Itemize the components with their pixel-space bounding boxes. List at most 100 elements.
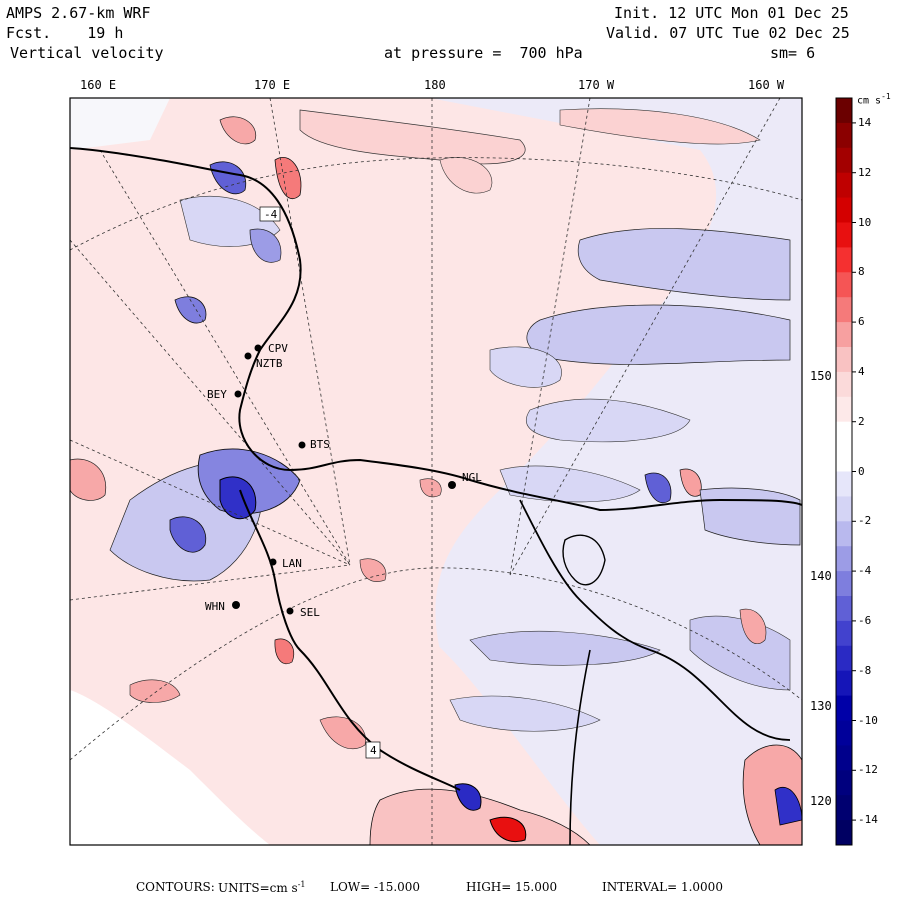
colorbar-segment [836,122,852,149]
colorbar-tick-label: 2 [858,414,865,428]
colorbar-segment [836,496,852,522]
blue-core [454,783,482,811]
pink-blob [359,558,387,582]
pink-blob [219,116,257,145]
colorbar-units-text: cm s [857,95,882,107]
colorbar-tick-label: 8 [858,265,865,279]
colorbar-segment [836,571,852,597]
footer-high: HIGH= 15.000 [466,880,558,894]
map-frame [69,97,803,846]
smoothing: sm= 6 [770,44,816,62]
pink-blob [739,608,767,645]
map-field: CPV NZTB BEY BTS NGL LAN WHN SEL -4 4 [70,98,802,845]
lon-label: 160 E [80,78,117,92]
blue-core [249,228,282,263]
colorbar-tick-label: 6 [858,315,865,329]
colorbar-frame [835,97,853,846]
colorbar-segment [836,695,852,721]
colorbar-segment [836,172,852,199]
colorbar-segment [836,396,852,423]
red-core [489,816,527,843]
station-marker [298,441,306,449]
colorbar-segment [836,770,852,796]
pink-streak [559,108,761,145]
colorbar-segment [836,521,852,547]
level-label: at pressure = [384,44,502,62]
blue-core [209,161,247,195]
ice-shelf-edge [519,499,791,741]
coastline [70,147,802,512]
contour-label-box [259,206,281,222]
colorbar-tick-label: -8 [858,663,872,677]
colorbar-tick-label: 0 [858,464,865,478]
station-marker [269,558,277,566]
blue-core [774,787,802,826]
blue-band [469,631,661,666]
colorbar [836,98,856,846]
colorbar-tick-label: -14 [858,813,878,827]
station-label: WHN [205,600,225,613]
white-region-top [70,98,170,150]
pink-region [300,560,600,845]
pink-blob [70,458,107,501]
station-label: BEY [207,388,227,401]
white-region [70,690,270,845]
colorbar-segment [836,322,852,348]
station-label: SEL [300,606,320,619]
fcst-value: 19 h [87,24,124,42]
coastline [239,489,461,791]
station-label: NGL [462,471,482,484]
footer-low: LOW= -15.000 [330,880,421,894]
colorbar-segment [836,670,852,697]
colorbar-units: cm s-1 [857,92,891,106]
blue-core [169,516,207,553]
footer-units: UNITS=cm s-1 [218,880,306,895]
blue-core [644,472,672,504]
pink-streak [299,109,526,165]
blue-core [174,296,207,324]
colorbar-segment [836,98,852,124]
blue-band [499,465,641,503]
colorbar-segment [836,471,852,497]
station-label: BTS [310,438,330,451]
colorbar-segment [836,197,852,223]
colorbar-segment [836,247,852,273]
level-value: 700 hPa [519,44,583,62]
station-marker [234,390,242,398]
colorbar-tick-label: -10 [858,713,878,727]
lon-label: 180 [424,78,446,92]
colorbar-tick-label: -4 [858,564,872,578]
station-marker [244,352,252,360]
colorbar-segment [836,745,852,771]
contour-label: 4 [370,744,377,757]
blue-band [489,346,562,388]
blue-band [526,304,791,365]
colorbar-segment [836,820,852,846]
colorbar-segment [836,147,852,174]
field-name: Vertical velocity [10,44,164,62]
ice-shelf-edge [569,649,591,845]
model-title: AMPS 2.67-km WRF [6,4,151,22]
station-label: CPV [268,342,288,355]
blue-band [577,228,791,301]
pressure-level: at pressure = 700 hPa [384,44,583,62]
colorbar-tick-label: -2 [858,514,872,528]
pink-blob [419,478,442,498]
station-label: NZTB [256,357,283,370]
station-marker [448,481,456,489]
footer-interval: INTERVAL= 1.0000 [602,880,723,894]
colorbar-segment [836,421,852,448]
colorbar-tick-label: -6 [858,613,872,627]
lon-label: 170 W [578,78,615,92]
station-label: LAN [282,557,302,570]
contour-label: -4 [264,208,278,221]
colorbar-segment [836,720,852,746]
colorbar-segment [836,546,852,572]
init-time: Init. 12 UTC Mon 01 Dec 25 [614,4,849,22]
lon-label: 160 W [748,78,785,92]
pink-blob [439,157,493,194]
station-marker [232,601,240,609]
colorbar-segment [836,446,852,472]
blue-band [449,695,601,732]
